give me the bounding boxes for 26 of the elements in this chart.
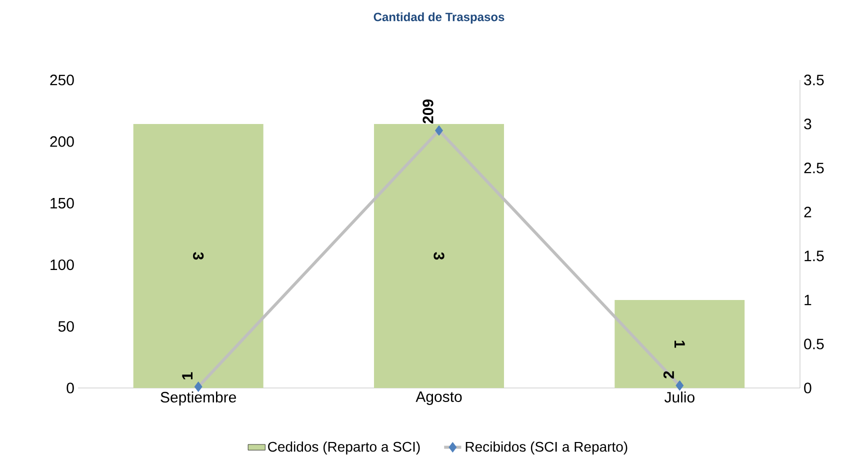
legend-label: Cedidos (Reparto a SCI) bbox=[268, 441, 420, 455]
data-label: 3 bbox=[434, 252, 444, 260]
y2-tick-label: 1 bbox=[804, 294, 812, 306]
data-label: 1 bbox=[674, 340, 685, 348]
y-tick-label: 150 bbox=[50, 198, 74, 208]
y-tick-label: 250 bbox=[50, 74, 74, 86]
y2-tick-label: 2.5 bbox=[804, 162, 824, 174]
y2-tick-label: 3.5 bbox=[804, 74, 824, 86]
y2-tick-label: 0 bbox=[804, 382, 812, 394]
y2-tick-label: 3 bbox=[804, 118, 812, 130]
y-tick-label: 100 bbox=[50, 259, 74, 270]
data-label: 209 bbox=[422, 100, 434, 124]
x-tick-label: Septiembre bbox=[160, 392, 236, 406]
data-label: 3 bbox=[193, 252, 204, 260]
y2-tick-label: 0.5 bbox=[804, 338, 824, 350]
legend-label: Recibidos (SCI a Reparto) bbox=[466, 441, 628, 455]
y2-tick-label: 2 bbox=[804, 206, 812, 218]
y2-tick-label: 1.5 bbox=[804, 250, 824, 262]
data-label: 1 bbox=[182, 372, 193, 380]
chart-title: Cantidad de Traspasos bbox=[374, 12, 504, 24]
x-tick-label: Julio bbox=[664, 392, 694, 403]
y-tick-label: 50 bbox=[58, 321, 74, 332]
y-tick-label: 0 bbox=[66, 382, 74, 394]
x-tick-label: Agosto bbox=[416, 392, 462, 405]
data-label: 2 bbox=[663, 371, 674, 378]
y-tick-label: 200 bbox=[50, 136, 74, 147]
